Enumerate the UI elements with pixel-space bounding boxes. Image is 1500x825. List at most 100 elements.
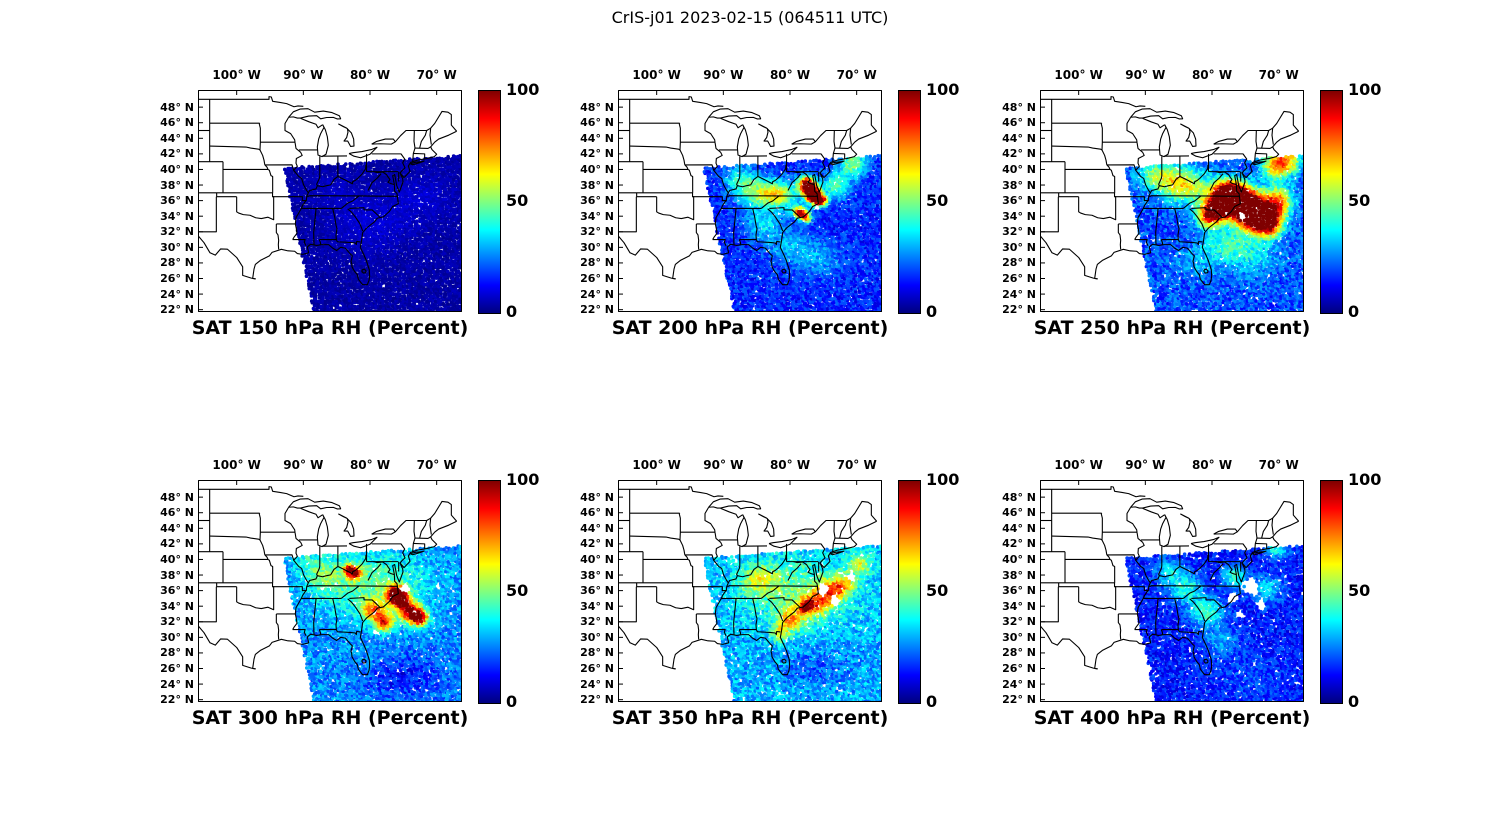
lat-tick-label: 40° N [160, 162, 194, 176]
lat-tick-label: 48° N [580, 100, 614, 114]
lon-tick-label: 100° W [632, 68, 681, 82]
lon-tick-label: 70° W [1258, 68, 1299, 82]
lat-tick-label: 26° N [580, 272, 614, 285]
lat-tick-label: 40° N [580, 162, 614, 176]
lat-tick-label: 36° N [1002, 194, 1036, 208]
lat-tick-label: 44° N [580, 521, 614, 535]
colorbar-tick-label: 50 [1348, 581, 1371, 600]
lat-tick-label: 42° N [1002, 147, 1036, 161]
lat-tick-label: 22° N [160, 303, 194, 317]
lat-tick-label: 46° N [160, 506, 194, 520]
lat-tick-label: 48° N [160, 100, 194, 114]
lon-tick-label: 80° W [349, 458, 391, 472]
colorbar-tick-label: 100 [926, 80, 960, 99]
lat-tick-label: 32° N [160, 615, 194, 629]
lat-tick-label: 26° N [580, 662, 614, 675]
lat-tick-label: 34° N [160, 599, 194, 613]
lat-tick-label: 36° N [580, 584, 614, 598]
lat-tick-label: 44° N [580, 131, 614, 145]
lat-tick-label: 46° N [160, 116, 194, 130]
lat-tick-label: 32° N [580, 225, 614, 239]
lat-tick-label: 30° N [160, 630, 194, 644]
colorbar-tick-label: 100 [506, 80, 540, 99]
lat-tick-label: 34° N [580, 599, 614, 613]
lat-tick-label: 42° N [1002, 537, 1036, 551]
colorbar [478, 90, 501, 314]
lon-tick-label: 90° W [1125, 458, 1166, 472]
colorbar-tick-label: 0 [506, 302, 518, 321]
lon-tick-label: 70° W [836, 68, 877, 82]
lat-tick-label: 28° N [160, 256, 194, 270]
lat-tick-label: 46° N [580, 506, 614, 520]
lat-tick-label: 38° N [580, 178, 614, 192]
lat-tick-label: 26° N [1002, 662, 1036, 675]
colorbar-tick-label: 0 [926, 692, 938, 711]
lat-tick-label: 40° N [160, 552, 194, 566]
map-canvas [1040, 90, 1304, 312]
lat-tick-label: 32° N [580, 615, 614, 629]
lat-tick-label: 42° N [160, 147, 194, 161]
colorbar-tick-label: 100 [926, 470, 960, 489]
colorbar [478, 480, 501, 704]
lon-tick-label: 90° W [1125, 68, 1166, 82]
colorbar-tick-label: 50 [926, 191, 949, 210]
lon-tick-label: 100° W [1054, 68, 1103, 82]
lat-tick-label: 30° N [580, 240, 614, 254]
lat-tick-label: 22° N [580, 693, 614, 707]
lat-tick-label: 36° N [160, 584, 194, 598]
lat-tick-label: 40° N [1002, 552, 1036, 566]
lat-tick-label: 32° N [1002, 225, 1036, 239]
colorbar-tick-label: 50 [1348, 191, 1371, 210]
lon-tick-label: 70° W [416, 68, 457, 82]
lat-tick-label: 28° N [580, 646, 614, 660]
lat-tick-label: 36° N [580, 194, 614, 208]
lat-tick-label: 44° N [1002, 521, 1036, 535]
lat-tick-label: 32° N [1002, 615, 1036, 629]
lat-tick-label: 40° N [1002, 162, 1036, 176]
colorbar-tick-label: 100 [506, 470, 540, 489]
lon-tick-label: 80° W [769, 68, 811, 82]
lat-tick-label: 24° N [580, 287, 614, 301]
lat-tick-label: 22° N [1002, 693, 1036, 707]
map-panel-150hpa: 100° W 90° W 80° W 70° W 48° N 46° N 44° N 42° … [160, 68, 539, 339]
colorbar-tick-label: 100 [1348, 470, 1382, 489]
lat-tick-label: 46° N [580, 116, 614, 130]
lon-tick-label: 100° W [632, 458, 681, 472]
lat-tick-label: 38° N [160, 178, 194, 192]
panel-title: SAT 250 hPa RH (Percent) [1033, 317, 1311, 339]
lat-tick-label: 30° N [1002, 630, 1036, 644]
map-panel-400hpa: 100° W 90° W 80° W 70° W 48° N 46° N 44° N 42° … [1002, 458, 1381, 729]
map-canvas [198, 90, 462, 312]
map-panel-200hpa: 100° W 90° W 80° W 70° W 48° N 46° N 44° N 42° … [580, 68, 959, 339]
lat-tick-label: 42° N [580, 537, 614, 551]
panel-title: SAT 200 hPa RH (Percent) [611, 317, 889, 339]
lon-tick-label: 90° W [703, 458, 744, 472]
colorbar-tick-label: 50 [506, 581, 529, 600]
lat-tick-label: 36° N [1002, 584, 1036, 598]
lat-tick-label: 28° N [580, 256, 614, 270]
lat-tick-label: 28° N [1002, 256, 1036, 270]
lat-tick-label: 46° N [1002, 116, 1036, 130]
lat-tick-label: 22° N [160, 693, 194, 707]
lat-tick-label: 26° N [160, 662, 194, 675]
lon-tick-label: 100° W [212, 458, 261, 472]
lon-tick-label: 80° W [769, 458, 811, 472]
lat-tick-label: 24° N [1002, 287, 1036, 301]
lon-tick-label: 70° W [416, 458, 457, 472]
panel-title: SAT 300 hPa RH (Percent) [191, 707, 469, 729]
lat-tick-label: 48° N [1002, 100, 1036, 114]
lon-tick-label: 90° W [283, 68, 324, 82]
lon-tick-label: 90° W [283, 458, 324, 472]
lat-tick-label: 44° N [1002, 131, 1036, 145]
colorbar-tick-label: 0 [926, 302, 938, 321]
map-panel-300hpa: 100° W 90° W 80° W 70° W 48° N 46° N 44° N 42° … [160, 458, 539, 729]
colorbar-tick-label: 0 [506, 692, 518, 711]
colorbar-tick-label: 0 [1348, 302, 1360, 321]
colorbar [1320, 480, 1343, 704]
panel-title: SAT 150 hPa RH (Percent) [191, 317, 469, 339]
lat-tick-label: 34° N [580, 209, 614, 223]
lat-tick-label: 44° N [160, 131, 194, 145]
lat-tick-label: 26° N [1002, 272, 1036, 285]
lat-tick-label: 38° N [1002, 568, 1036, 582]
lat-tick-label: 24° N [1002, 677, 1036, 691]
